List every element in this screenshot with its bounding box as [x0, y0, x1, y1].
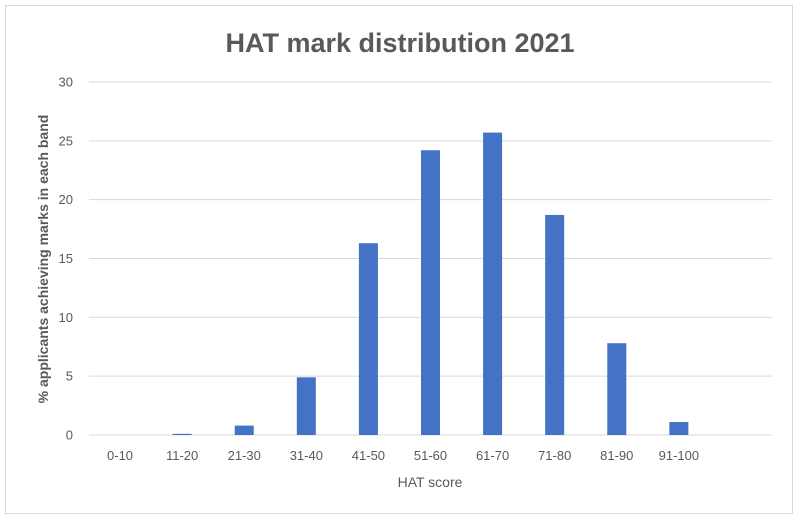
bar-91-100 [669, 422, 689, 435]
bar-71-80 [545, 214, 565, 435]
x-tick-label: 31-40 [290, 448, 323, 463]
x-tick-label: 91-100 [659, 448, 699, 463]
x-tick-label: 61-70 [476, 448, 509, 463]
x-tick-label: 41-50 [352, 448, 385, 463]
chart-title: HAT mark distribution 2021 [225, 28, 574, 58]
y-tick-label: 25 [59, 133, 73, 148]
bar-31-40 [296, 377, 316, 435]
y-tick-label: 20 [59, 192, 73, 207]
bars [172, 132, 689, 435]
bar-51-60 [421, 150, 440, 435]
bar-41-50 [358, 243, 378, 435]
chart-frame [5, 5, 793, 514]
y-tick-label: 5 [66, 369, 73, 384]
x-axis-title: HAT score [398, 474, 463, 490]
y-tick-label: 10 [59, 310, 73, 325]
x-tick-label: 21-30 [228, 448, 261, 463]
y-tick-labels: 0 5 10 15 20 25 30 [59, 75, 73, 443]
bar-81-90 [607, 343, 627, 435]
bar-61-70 [483, 132, 503, 435]
x-tick-label: 81-90 [600, 448, 633, 463]
bar-21-30 [234, 425, 254, 435]
x-tick-label: 71-80 [538, 448, 571, 463]
x-tick-label: 11-20 [166, 448, 198, 463]
x-tick-labels: 0-10 11-20 21-30 31-40 41-50 51-60 61-70 71-80 8… [107, 448, 699, 463]
x-tick-label: 0-10 [107, 448, 133, 463]
bar-11-20 [172, 433, 192, 435]
y-axis-title: % applicants achieving marks in each ban… [35, 115, 51, 404]
x-tick-label: 51-60 [414, 448, 447, 463]
y-tick-label: 0 [66, 428, 73, 443]
y-tick-label: 30 [59, 75, 73, 90]
y-tick-label: 15 [59, 251, 73, 266]
